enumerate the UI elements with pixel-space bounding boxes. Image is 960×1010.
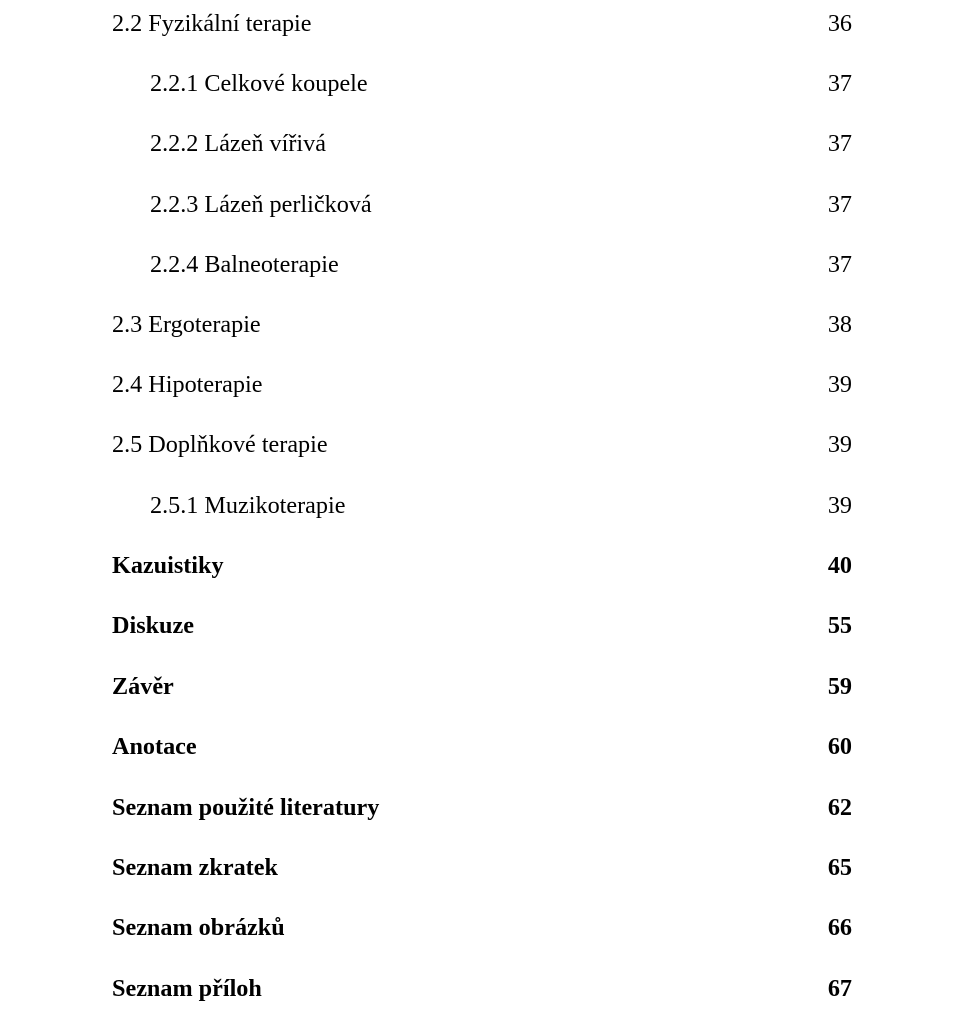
toc-entry-page: 37 [812,193,852,217]
toc-entry-label: Seznam použité literatury [112,796,379,820]
toc-row: 2.2.4 Balneoterapie 37 [112,253,852,277]
toc-entry-page: 62 [812,796,852,820]
toc-list: 2.2 Fyzikální terapie 36 2.2.1 Celkové kou… [112,12,852,1001]
toc-row: Seznam použité literatury 62 [112,796,852,820]
toc-row: Závěr 59 [112,675,852,699]
toc-entry-label: 2.2.3 Lázeň perličková [150,193,372,217]
toc-entry-page: 39 [812,494,852,518]
toc-row: 2.2.1 Celkové koupele 37 [112,72,852,96]
toc-entry-label: 2.4 Hipoterapie [112,373,262,397]
toc-entry-label: Závěr [112,675,174,699]
toc-entry-page: 36 [812,12,852,36]
toc-row: 2.2.2 Lázeň vířivá 37 [112,132,852,156]
toc-entry-page: 59 [812,675,852,699]
toc-entry-label: Seznam zkratek [112,856,278,880]
toc-entry-page: 60 [812,735,852,759]
toc-entry-label: Anotace [112,735,197,759]
toc-row: 2.2 Fyzikální terapie 36 [112,12,852,36]
toc-entry-page: 39 [812,433,852,457]
toc-entry-page: 55 [812,614,852,638]
toc-row: 2.4 Hipoterapie 39 [112,373,852,397]
toc-row: Diskuze 55 [112,614,852,638]
toc-entry-page: 38 [812,313,852,337]
toc-entry-label: 2.5 Doplňkové terapie [112,433,328,457]
toc-entry-label: 2.3 Ergoterapie [112,313,261,337]
toc-row: 2.3 Ergoterapie 38 [112,313,852,337]
toc-row: 2.5.1 Muzikoterapie 39 [112,494,852,518]
toc-entry-label: 2.2.2 Lázeň vířivá [150,132,326,156]
toc-row: Seznam zkratek 65 [112,856,852,880]
toc-row: Seznam příloh 67 [112,977,852,1001]
toc-entry-page: 67 [812,977,852,1001]
toc-entry-page: 37 [812,253,852,277]
toc-entry-label: 2.2 Fyzikální terapie [112,12,312,36]
toc-entry-page: 39 [812,373,852,397]
toc-row: 2.2.3 Lázeň perličková 37 [112,193,852,217]
toc-entry-page: 37 [812,72,852,96]
toc-entry-label: Seznam příloh [112,977,262,1001]
toc-row: Kazuistiky 40 [112,554,852,578]
toc-entry-label: Seznam obrázků [112,916,285,940]
toc-row: 2.5 Doplňkové terapie 39 [112,433,852,457]
toc-entry-page: 37 [812,132,852,156]
toc-page: 2.2 Fyzikální terapie 36 2.2.1 Celkové kou… [0,0,960,1001]
toc-entry-label: 2.5.1 Muzikoterapie [150,494,345,518]
toc-entry-label: Kazuistiky [112,554,224,578]
toc-entry-page: 65 [812,856,852,880]
toc-entry-label: 2.2.1 Celkové koupele [150,72,368,96]
toc-row: Seznam obrázků 66 [112,916,852,940]
toc-entry-label: Diskuze [112,614,194,638]
toc-entry-page: 40 [812,554,852,578]
toc-entry-label: 2.2.4 Balneoterapie [150,253,339,277]
toc-row: Anotace 60 [112,735,852,759]
toc-entry-page: 66 [812,916,852,940]
